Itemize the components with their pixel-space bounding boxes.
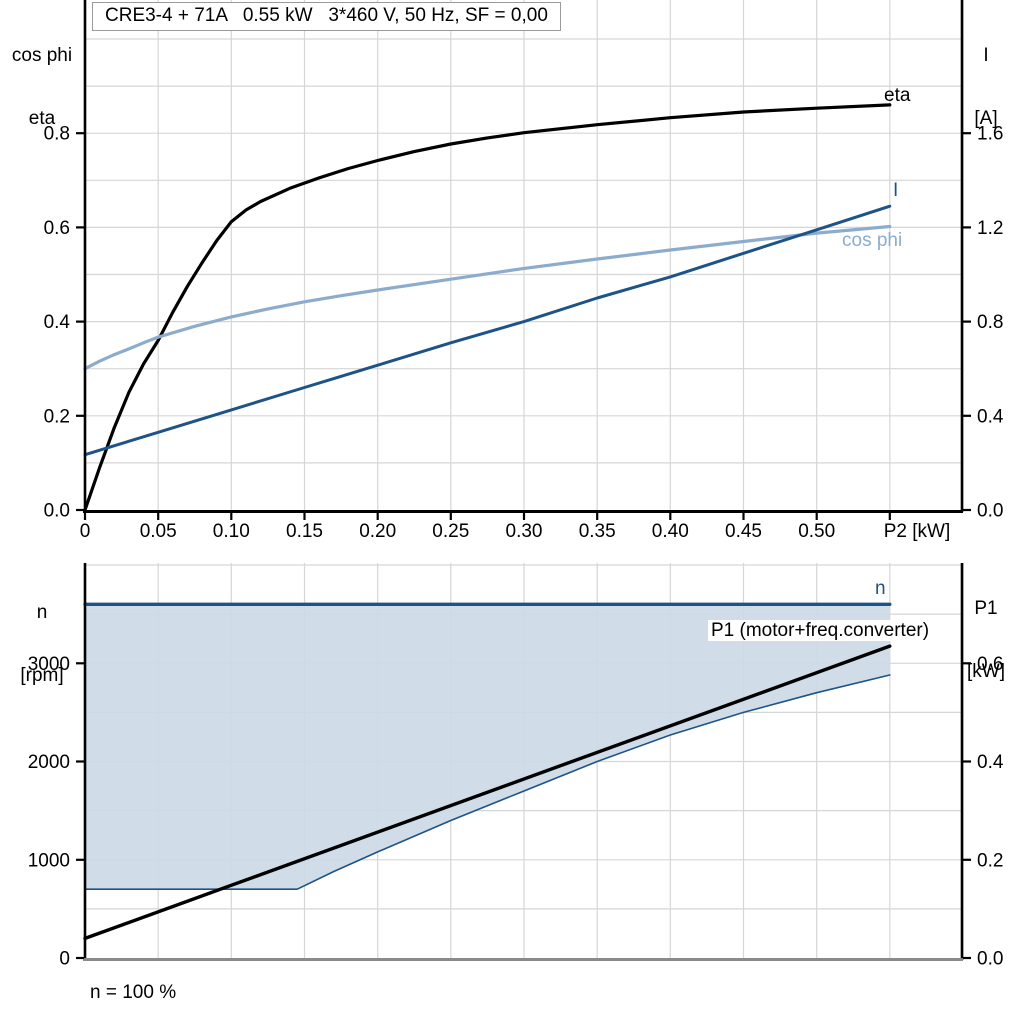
cos-phi-curve-label: cos phi — [842, 230, 903, 251]
x-tick-label: 0.20 — [359, 521, 396, 542]
bottom-chart: 0 1000 2000 3000 0.0 0.2 0.4 0.6 — [28, 563, 1004, 970]
right-tick-label: 0.0 — [977, 949, 1003, 970]
left-tick-label: 0 — [59, 949, 70, 970]
n-min-boundary-curve — [84, 674, 891, 891]
top-left-axis-title: cos phi eta — [4, 3, 80, 171]
p1-curve-label: P1 (motor+freq.converter) — [708, 620, 933, 641]
cos-phi-axis-title: cos phi — [11, 45, 73, 66]
right-tick-label: 0.4 — [977, 406, 1004, 427]
speed-axis-title: n — [36, 602, 48, 623]
x-tick-label: 0.05 — [140, 521, 177, 542]
current-curve-label: I — [893, 180, 899, 201]
bottom-right-axis-title: P1 [kW] — [954, 556, 1018, 724]
x-tick-label: 0.45 — [725, 521, 762, 542]
eta-axis-title: eta — [28, 108, 56, 129]
x-tick-label: 0.50 — [798, 521, 835, 542]
x-tick-label: 0.35 — [579, 521, 616, 542]
x-tick-label: 0.25 — [432, 521, 469, 542]
left-tick-label: 1000 — [28, 850, 70, 871]
current-unit-label: [A] — [974, 108, 998, 129]
current-axis-title: I — [983, 45, 989, 66]
left-tick-label: 0.2 — [44, 406, 70, 427]
speed-percent-note: n = 100 % — [90, 982, 177, 1003]
x-tick-label: 0.15 — [286, 521, 323, 542]
right-tick-label: 1.6 — [977, 124, 1003, 145]
right-tick-label: 0.8 — [977, 312, 1003, 333]
left-tick-label: 2000 — [28, 752, 70, 773]
x-axis-label: P2 [kW] — [884, 521, 951, 542]
left-tick-label: 3000 — [28, 654, 70, 675]
top-right-axis-title: I [A] — [954, 3, 1018, 171]
p1-unit-label: [kW] — [967, 661, 1005, 682]
cos-phi-curve — [83, 224, 892, 371]
left-tick-label: 0.6 — [44, 218, 70, 239]
speed-curve-label: n — [875, 578, 886, 599]
x-tick-label: 0.30 — [506, 521, 543, 542]
x-tick-label: 0.10 — [213, 521, 250, 542]
right-tick-label: 0.4 — [977, 752, 1004, 773]
top-chart: 0.0 0.2 0.4 0.6 0.8 0.0 0.4 0.8 1.2 1.6 0 0.05 0.10 0… — [44, 0, 1004, 542]
eta-curve — [83, 103, 892, 512]
right-tick-label: 1.2 — [977, 218, 1003, 239]
p1-axis-title: P1 — [974, 598, 998, 619]
x-tick-label: 0 — [80, 521, 91, 542]
speed-unit-label: [rpm] — [20, 665, 64, 686]
duty-range-fill — [85, 604, 890, 890]
p1-curve — [83, 644, 892, 941]
current-curve — [83, 204, 892, 457]
left-tick-label: 0.8 — [44, 124, 70, 145]
eta-curve-label: eta — [884, 85, 911, 106]
bottom-left-axis-title: n [rpm] — [4, 560, 80, 728]
right-tick-label: 0.6 — [977, 654, 1003, 675]
right-tick-label: 0.2 — [977, 850, 1003, 871]
right-tick-label: 0.0 — [977, 501, 1003, 522]
x-tick-label: 0.40 — [652, 521, 689, 542]
chart-title: CRE3-4 + 71A 0.55 kW 3*460 V, 50 Hz, SF … — [92, 2, 561, 31]
left-tick-label: 0.4 — [44, 312, 71, 333]
left-tick-label: 0.0 — [44, 501, 70, 522]
